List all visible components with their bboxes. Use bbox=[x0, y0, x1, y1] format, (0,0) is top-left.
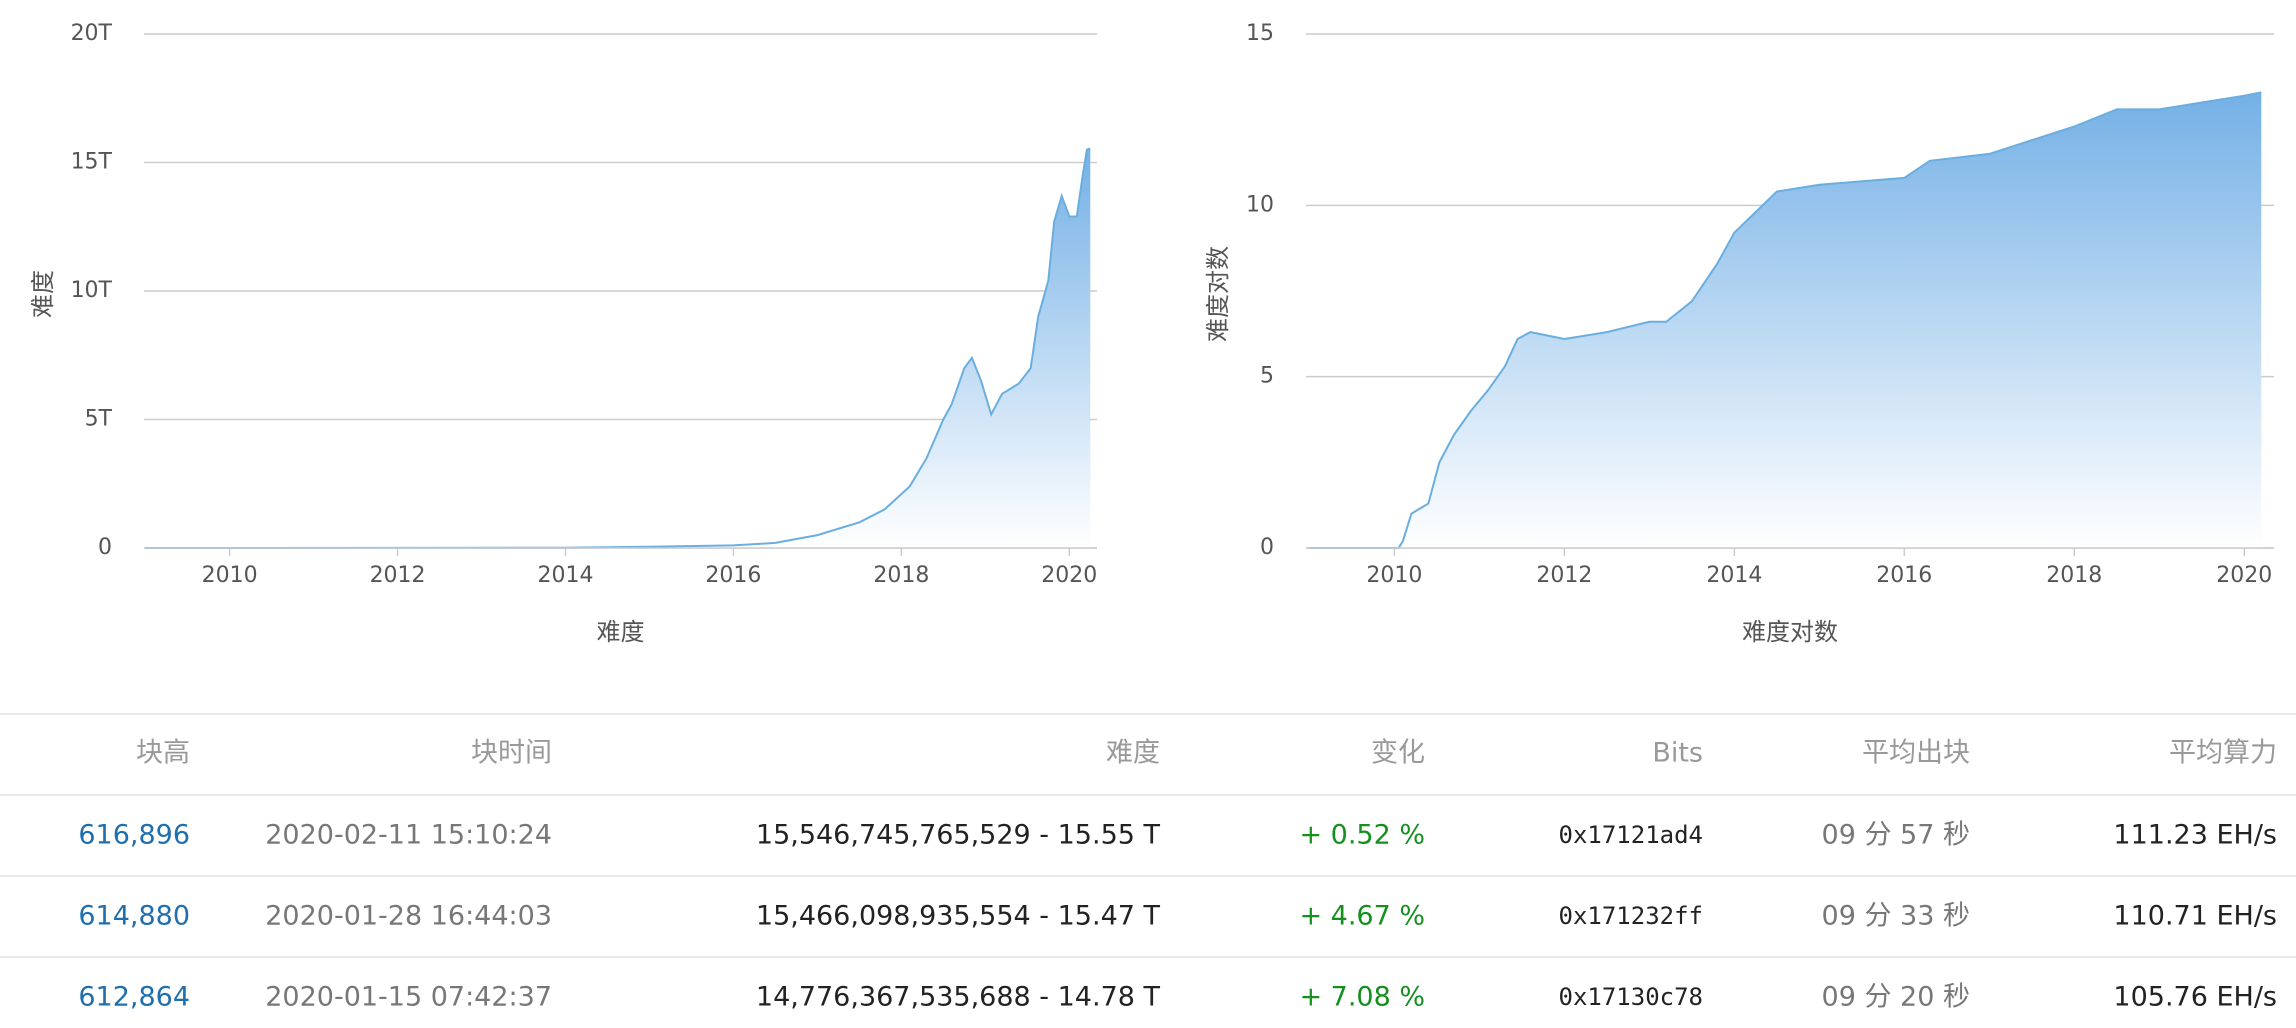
x-tick-label: 2016 bbox=[1876, 563, 1932, 588]
table-cell: 2020-01-15 07:42:37 bbox=[265, 982, 552, 1013]
area-line bbox=[145, 147, 1091, 549]
table-cell: 09 分 57 秒 bbox=[1822, 820, 1970, 851]
x-tick-label: 2020 bbox=[2216, 563, 2272, 588]
table-cell: 15,466,098,935,554 - 15.47 T bbox=[756, 901, 1161, 932]
y-axis-title: 难度对数 bbox=[1204, 246, 1232, 342]
table-cell: 0x171232ff bbox=[1559, 902, 1704, 930]
y-tick-label: 5T bbox=[85, 407, 113, 432]
table-header: 平均算力 bbox=[2169, 738, 2277, 769]
x-tick-label: 2018 bbox=[873, 563, 929, 588]
table-cell[interactable]: 614,880 bbox=[78, 901, 190, 932]
area-line bbox=[1309, 91, 2262, 549]
x-tick-label: 2010 bbox=[202, 563, 258, 588]
table-cell: 0x17130c78 bbox=[1559, 983, 1704, 1011]
area-fill bbox=[1309, 92, 2262, 549]
table-cell: + 0.52 % bbox=[1299, 820, 1425, 851]
x-tick-label: 2012 bbox=[370, 563, 426, 588]
x-axis-title: 难度 bbox=[597, 618, 645, 646]
table-cell[interactable]: 616,896 bbox=[78, 820, 190, 851]
table-cell: 0x17121ad4 bbox=[1559, 821, 1704, 849]
table-header: 块时间 bbox=[471, 738, 552, 769]
x-tick-label: 2018 bbox=[2046, 563, 2102, 588]
table-cell[interactable]: 612,864 bbox=[78, 982, 190, 1013]
x-axis-title: 难度对数 bbox=[1742, 618, 1838, 646]
y-tick-label: 0 bbox=[98, 535, 112, 560]
x-tick-label: 2010 bbox=[1366, 563, 1422, 588]
table-header: Bits bbox=[1652, 738, 1703, 769]
table-header: 变化 bbox=[1371, 738, 1425, 769]
x-tick-label: 2014 bbox=[538, 563, 594, 588]
table-cell: 2020-02-11 15:10:24 bbox=[265, 820, 552, 851]
y-axis-title: 难度 bbox=[29, 270, 57, 318]
table-header: 块高 bbox=[136, 738, 190, 769]
table-cell: 2020-01-28 16:44:03 bbox=[265, 901, 552, 932]
x-tick-label: 2012 bbox=[1536, 563, 1592, 588]
table-cell: 09 分 20 秒 bbox=[1822, 982, 1970, 1013]
table-cell: 09 分 33 秒 bbox=[1822, 901, 1970, 932]
y-tick-label: 15T bbox=[71, 150, 113, 175]
y-tick-label: 0 bbox=[1260, 535, 1274, 560]
x-tick-label: 2016 bbox=[705, 563, 761, 588]
x-tick-label: 2020 bbox=[1041, 563, 1097, 588]
table-cell: 111.23 EH/s bbox=[2113, 820, 2277, 851]
table-cell: 105.76 EH/s bbox=[2113, 982, 2277, 1013]
y-tick-label: 20T bbox=[71, 21, 113, 46]
table-header: 平均出块 bbox=[1862, 738, 1970, 769]
table-cell: + 4.67 % bbox=[1299, 901, 1425, 932]
table-header: 难度 bbox=[1106, 738, 1160, 769]
y-tick-label: 10 bbox=[1246, 192, 1274, 217]
table-cell: 15,546,745,765,529 - 15.55 T bbox=[756, 820, 1161, 851]
area-fill bbox=[145, 148, 1091, 548]
y-tick-label: 10T bbox=[71, 278, 113, 303]
x-tick-label: 2014 bbox=[1706, 563, 1762, 588]
y-tick-label: 15 bbox=[1246, 21, 1274, 46]
table-cell: 110.71 EH/s bbox=[2113, 901, 2277, 932]
table-cell: 14,776,367,535,688 - 14.78 T bbox=[756, 982, 1161, 1013]
table-cell: + 7.08 % bbox=[1299, 982, 1425, 1013]
y-tick-label: 5 bbox=[1260, 364, 1274, 389]
